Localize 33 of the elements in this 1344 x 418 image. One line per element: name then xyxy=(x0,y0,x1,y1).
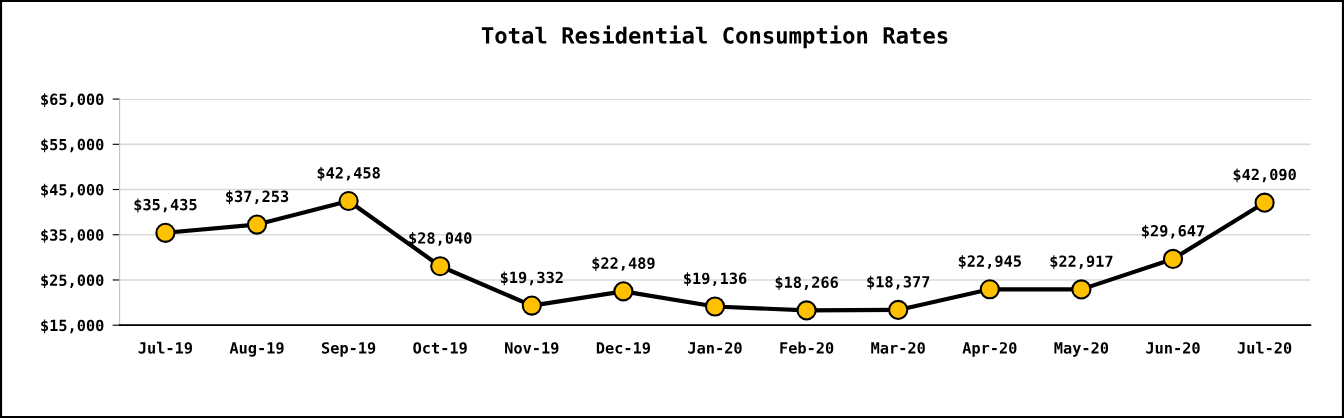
text: $35,435 xyxy=(134,198,197,213)
text: $19,136 xyxy=(684,272,747,287)
x-tick-label: Nov-19 xyxy=(505,342,559,354)
text: $29,647 xyxy=(1142,224,1205,239)
text: $42,090 xyxy=(1233,168,1296,183)
x-tick-label: Feb-20 xyxy=(780,341,834,354)
x-tick-label: Apr-20 xyxy=(962,342,1017,357)
x-tick-label: Jan-20 xyxy=(688,342,742,354)
text: $42,458 xyxy=(317,166,380,181)
x-tick-label: Dec-19 xyxy=(596,342,651,354)
x-tick-label: Mar-20 xyxy=(871,342,925,354)
text: $18,266 xyxy=(775,276,838,291)
x-tick-label: Sep-19 xyxy=(321,342,376,357)
y-tick-label: $55,000 xyxy=(41,138,104,153)
text: $22,945 xyxy=(958,255,1021,269)
y-tick-label: $65,000 xyxy=(41,93,104,108)
text: $37,253 xyxy=(226,190,289,205)
y-tick-label: $25,000 xyxy=(41,274,104,289)
text: $18,377 xyxy=(867,275,930,290)
y-tick-label: $45,000 xyxy=(41,183,104,198)
x-tick-label: Jul-20 xyxy=(1237,341,1292,354)
text: $28,040 xyxy=(409,232,472,246)
text: $19,332 xyxy=(500,271,563,286)
text: $22,917 xyxy=(1050,255,1113,270)
x-tick-label: Oct-19 xyxy=(413,342,467,354)
text: $22,489 xyxy=(592,257,655,271)
chart-title: Total Residential Consumption Rates xyxy=(481,25,948,49)
y-tick-label: $15,000 xyxy=(41,319,104,334)
x-tick-label: Aug-19 xyxy=(229,342,284,357)
x-tick-label: Jul-19 xyxy=(138,341,193,354)
x-tick-label: May-20 xyxy=(1054,342,1109,357)
x-tick-label: Jun-20 xyxy=(1146,342,1200,354)
y-tick-label: $35,000 xyxy=(41,228,104,243)
